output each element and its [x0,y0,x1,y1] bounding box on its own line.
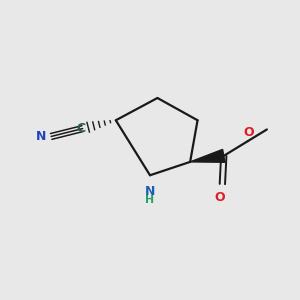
Text: C: C [76,122,86,135]
Text: H: H [146,195,154,205]
Text: N: N [36,130,46,142]
Text: O: O [244,126,254,139]
Text: O: O [214,191,225,205]
Polygon shape [190,149,225,162]
Text: N: N [145,185,155,198]
